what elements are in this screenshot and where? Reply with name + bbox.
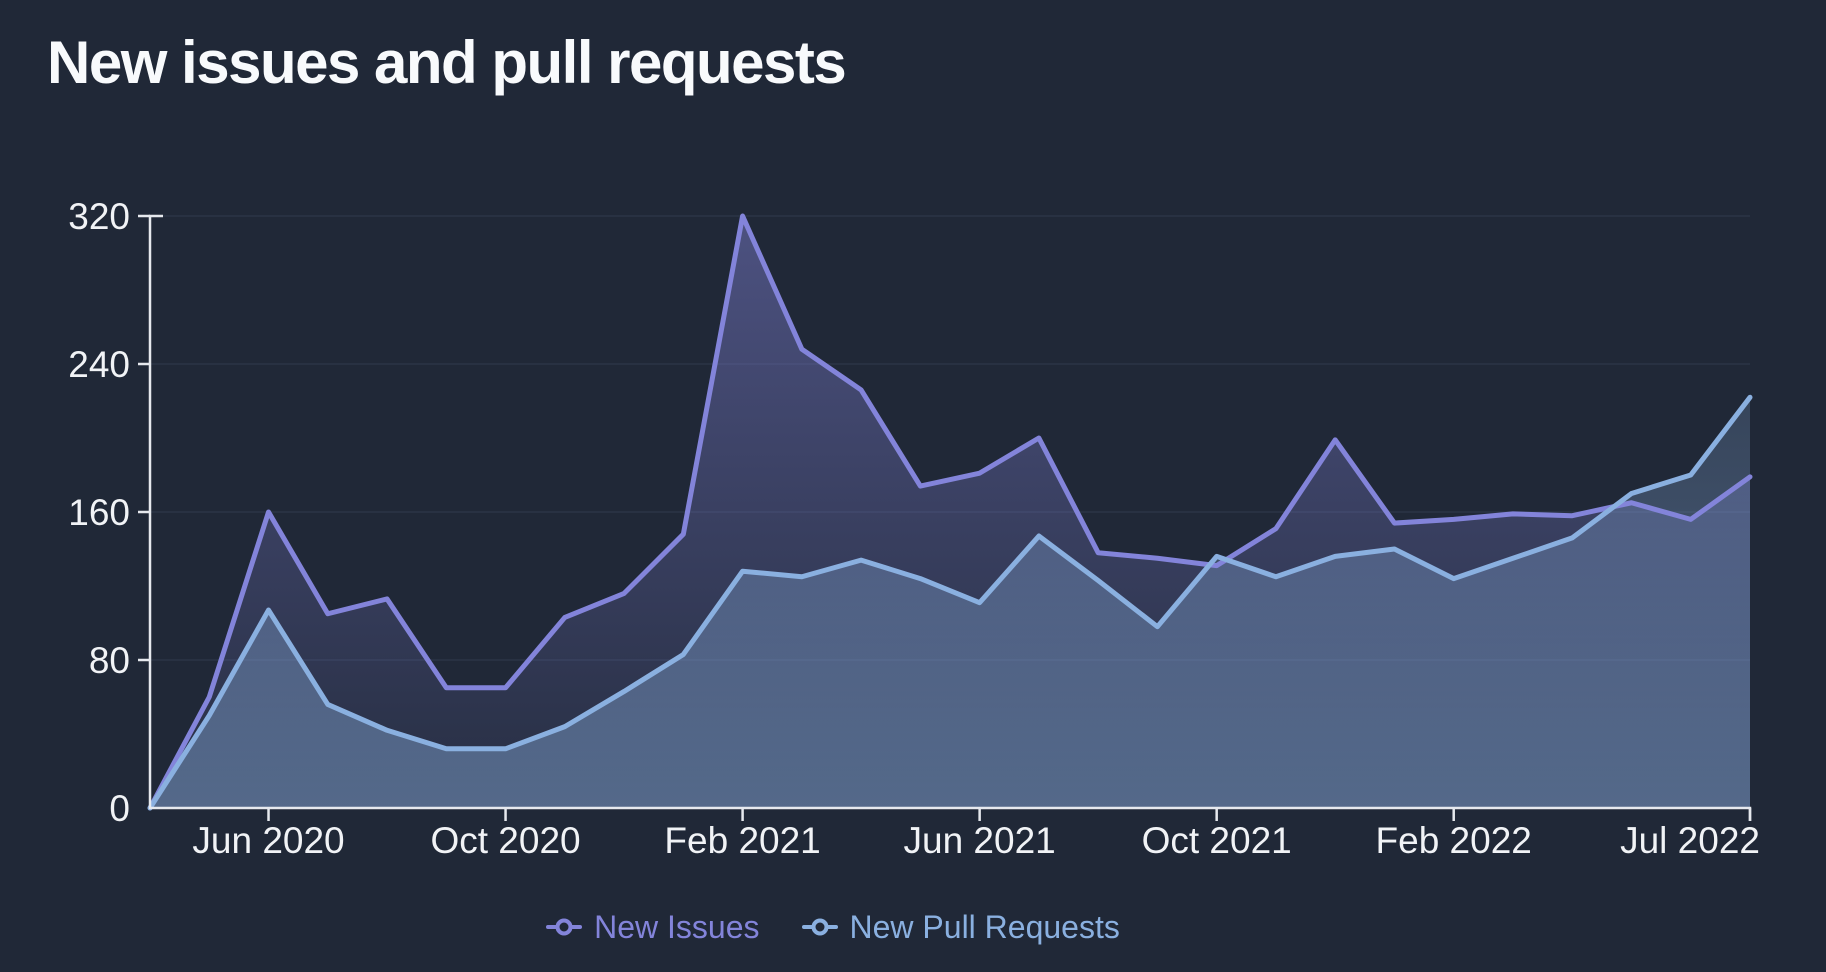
x-axis-label: Feb 2021 bbox=[664, 820, 820, 861]
area-new-pull-requests bbox=[150, 397, 1750, 808]
x-axis-label: Oct 2020 bbox=[430, 820, 580, 861]
x-axis-label: Feb 2022 bbox=[1376, 820, 1532, 861]
line-series-marker-icon bbox=[546, 918, 583, 936]
y-axis-label: 320 bbox=[68, 196, 130, 237]
hollow-dot-icon bbox=[811, 918, 829, 936]
x-axis-label: Oct 2021 bbox=[1142, 820, 1292, 861]
page-title: New issues and pull requests bbox=[47, 29, 847, 96]
y-axis-label: 160 bbox=[68, 492, 130, 533]
x-axis-label: Jun 2021 bbox=[904, 820, 1056, 861]
x-axis-label: Jul 2022 bbox=[1620, 820, 1760, 861]
legend: New Issues New Pull Requests bbox=[0, 903, 1666, 951]
line-series-marker-icon bbox=[801, 918, 838, 936]
legend-item-new-pull-requests[interactable]: New Pull Requests bbox=[801, 908, 1120, 946]
legend-label-new-pull-requests: New Pull Requests bbox=[849, 908, 1120, 945]
line-new-pull-requests bbox=[147, 394, 1753, 811]
y-axis-label: 0 bbox=[109, 788, 130, 829]
y-axis-label: 240 bbox=[68, 344, 130, 385]
hollow-dot-icon bbox=[555, 918, 573, 936]
legend-label-new-issues: New Issues bbox=[594, 908, 760, 945]
x-axis-label: Jun 2020 bbox=[192, 820, 344, 861]
line-new-issues bbox=[147, 213, 1753, 811]
legend-item-new-issues[interactable]: New Issues bbox=[546, 908, 760, 946]
y-axis-label: 80 bbox=[89, 640, 130, 681]
